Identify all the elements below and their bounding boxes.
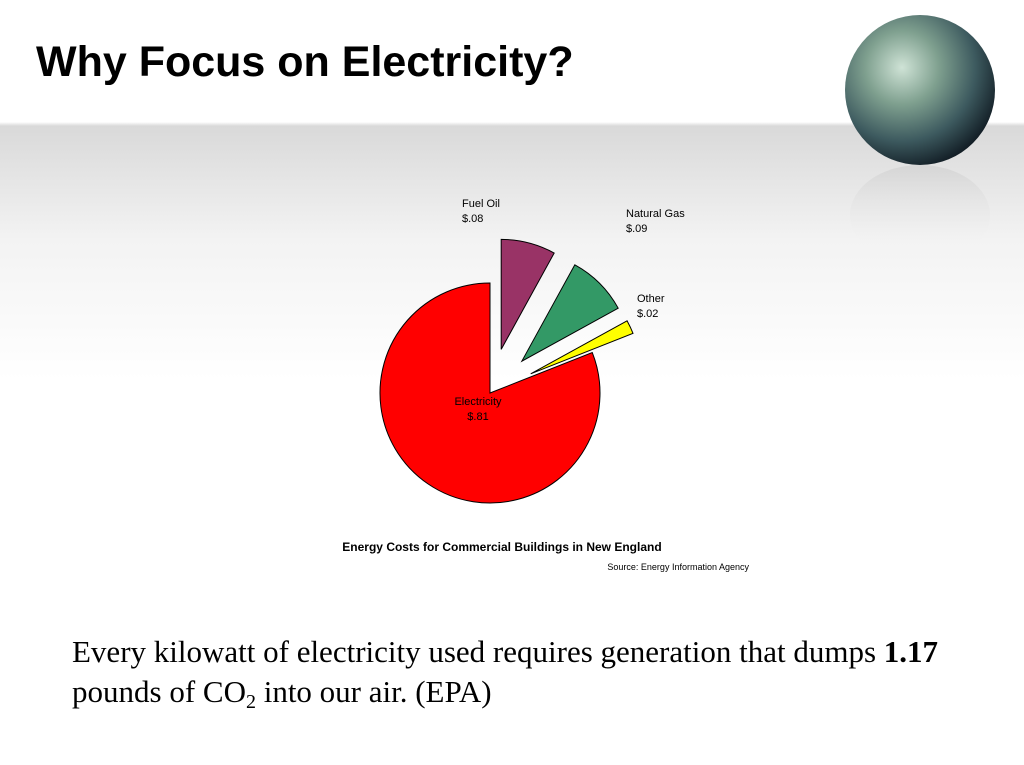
globe-icon: [845, 15, 995, 165]
slice-label: Natural Gas: [626, 208, 685, 220]
slice-value-label: $.09: [626, 223, 647, 235]
slice-label: Electricity: [454, 396, 502, 408]
slide-title: Why Focus on Electricity?: [36, 38, 574, 86]
pie-slice: [500, 238, 555, 350]
slice-label: Other: [637, 293, 665, 305]
pie-slice: [379, 282, 601, 504]
chart-title: Energy Costs for Commercial Buildings in…: [342, 540, 661, 554]
body-text-part: into our air. (EPA): [255, 674, 492, 709]
pie-slice: [530, 320, 634, 375]
body-text-bold: 1.17: [883, 634, 939, 669]
body-text: Every kilowatt of electricity used requi…: [72, 632, 952, 712]
pie-slice: [520, 264, 619, 363]
body-text-part: pounds of CO: [72, 674, 246, 709]
slice-value-label: $.81: [467, 411, 488, 423]
body-text-part: Every kilowatt of electricity used requi…: [72, 634, 884, 669]
body-text-subscript: 2: [245, 691, 256, 713]
slice-value-label: $.08: [462, 213, 483, 225]
slice-value-label: $.02: [637, 308, 658, 320]
chart: Energy Costs for Commercial Buildings in…: [342, 15, 995, 572]
slice-label: Fuel Oil: [462, 198, 500, 210]
chart-source: Source: Energy Information Agency: [607, 562, 749, 572]
globe-reflection: [850, 165, 990, 265]
